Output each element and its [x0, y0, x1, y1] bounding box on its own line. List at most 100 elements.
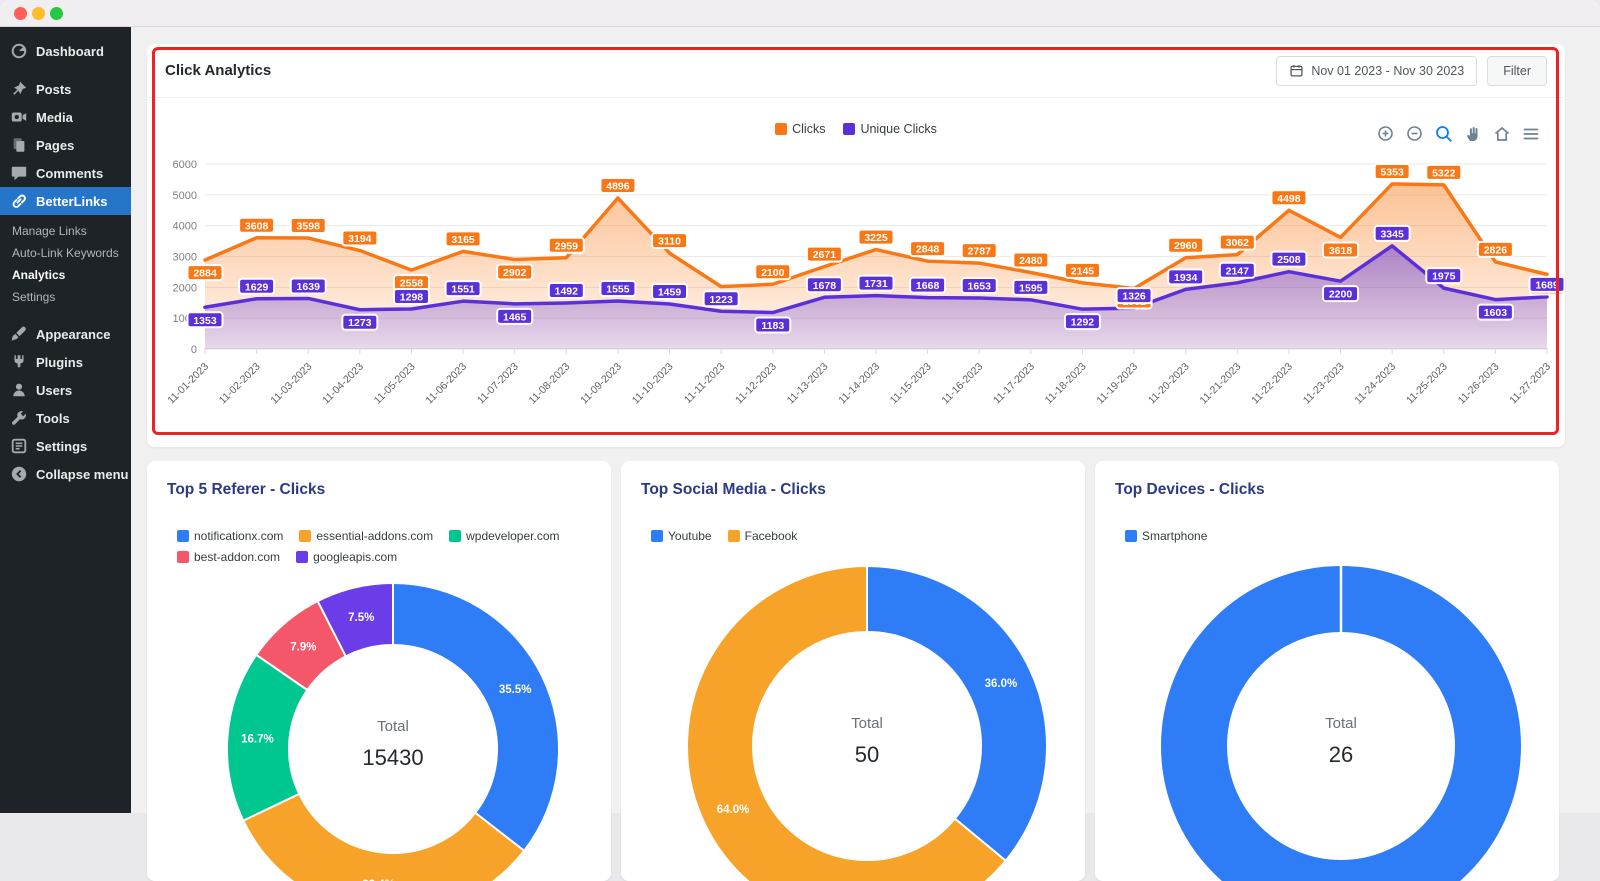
- svg-text:2145: 2145: [1071, 265, 1095, 277]
- sidebar-item-users[interactable]: Users: [0, 376, 131, 404]
- sidebar-subitem-manage-links[interactable]: Manage Links: [0, 220, 131, 242]
- close-button[interactable]: [14, 7, 27, 20]
- legend-marker: [843, 123, 855, 135]
- svg-text:11-05-2023: 11-05-2023: [372, 361, 418, 407]
- legend-item-smartphone[interactable]: Smartphone: [1125, 529, 1207, 543]
- svg-text:3598: 3598: [297, 221, 321, 233]
- brush-icon: [10, 325, 28, 343]
- sidebar-item-media[interactable]: Media: [0, 103, 131, 131]
- sidebar-item-label: Appearance: [36, 327, 110, 342]
- svg-text:1492: 1492: [555, 285, 579, 297]
- svg-text:11-12-2023: 11-12-2023: [733, 361, 779, 407]
- slice-percent-label: 64.0%: [717, 804, 750, 816]
- svg-text:1668: 1668: [916, 280, 940, 292]
- svg-text:1678: 1678: [813, 280, 837, 292]
- zoom-in-icon[interactable]: [1376, 124, 1396, 144]
- sidebar-item-label: Dashboard: [36, 44, 104, 59]
- svg-text:2147: 2147: [1226, 265, 1250, 277]
- sidebar-item-label: Collapse menu: [36, 467, 128, 482]
- svg-text:1326: 1326: [1122, 291, 1146, 303]
- sidebar-item-label: Pages: [36, 138, 74, 153]
- sidebar-subitem-auto-link-keywords[interactable]: Auto-Link Keywords: [0, 242, 131, 264]
- svg-text:2200: 2200: [1329, 289, 1353, 301]
- settings-icon: [10, 437, 28, 455]
- sidebar-item-settings[interactable]: Settings: [0, 432, 131, 460]
- sidebar-item-posts[interactable]: Posts: [0, 75, 131, 103]
- card-title: Top 5 Referer - Clicks: [167, 481, 591, 499]
- card-title: Top Social Media - Clicks: [641, 481, 1065, 499]
- wrench-icon: [10, 409, 28, 427]
- legend-item-facebook[interactable]: Facebook: [728, 529, 798, 543]
- donut-total-value: 50: [855, 742, 879, 767]
- svg-text:1298: 1298: [400, 291, 424, 303]
- legend-item-youtube[interactable]: Youtube: [651, 529, 712, 543]
- svg-text:4498: 4498: [1277, 193, 1301, 205]
- legend-marker: [728, 530, 740, 542]
- svg-text:1465: 1465: [503, 311, 527, 323]
- sidebar-item-betterlinks[interactable]: BetterLinks: [0, 187, 131, 215]
- sidebar-item-collapse[interactable]: Collapse menu: [0, 460, 131, 488]
- sidebar-item-plugins[interactable]: Plugins: [0, 348, 131, 376]
- sidebar-item-tools[interactable]: Tools: [0, 404, 131, 432]
- sidebar-item-appearance[interactable]: Appearance: [0, 320, 131, 348]
- svg-text:11-19-2023: 11-19-2023: [1094, 361, 1140, 407]
- minimize-button[interactable]: [32, 7, 45, 20]
- maximize-button[interactable]: [50, 7, 63, 20]
- date-range-picker[interactable]: Nov 01 2023 - Nov 30 2023: [1276, 56, 1477, 86]
- svg-text:11-13-2023: 11-13-2023: [785, 361, 831, 407]
- svg-text:11-22-2023: 11-22-2023: [1249, 361, 1295, 407]
- legend-item-notificationx-com[interactable]: notificationx.com: [177, 529, 283, 543]
- menu-icon[interactable]: [1521, 124, 1541, 144]
- donut-center-label: Total: [377, 718, 409, 735]
- svg-text:3194: 3194: [348, 233, 372, 245]
- svg-text:1639: 1639: [297, 281, 321, 293]
- sidebar-item-label: Posts: [36, 82, 71, 97]
- zoom-out-icon[interactable]: [1405, 124, 1425, 144]
- svg-text:11-07-2023: 11-07-2023: [475, 361, 521, 407]
- svg-text:1595: 1595: [1019, 282, 1043, 294]
- svg-text:11-06-2023: 11-06-2023: [423, 361, 469, 407]
- sidebar-item-pages[interactable]: Pages: [0, 131, 131, 159]
- sidebar-item-dashboard[interactable]: Dashboard: [0, 37, 131, 65]
- main-content: Click Analytics Nov 01 2023 - Nov 30 202…: [131, 27, 1600, 813]
- home-icon[interactable]: [1492, 124, 1512, 144]
- svg-text:1934: 1934: [1174, 272, 1198, 284]
- svg-text:2100: 2100: [761, 267, 785, 279]
- svg-text:3225: 3225: [864, 232, 888, 244]
- pan-icon[interactable]: [1463, 124, 1483, 144]
- svg-text:1603: 1603: [1484, 307, 1508, 319]
- svg-text:3000: 3000: [173, 252, 197, 264]
- donut-center-label: Total: [1325, 715, 1357, 732]
- selection-zoom-icon[interactable]: [1434, 124, 1454, 144]
- legend-marker: [449, 530, 461, 542]
- sidebar-subitem-settings[interactable]: Settings: [0, 286, 131, 308]
- sidebar-subitem-analytics[interactable]: Analytics: [0, 264, 131, 286]
- svg-text:11-26-2023: 11-26-2023: [1456, 361, 1502, 407]
- donut-total-value: 15430: [362, 745, 423, 770]
- svg-text:2960: 2960: [1174, 240, 1198, 252]
- titlebar: [0, 0, 1600, 27]
- donut-slice: [1194, 599, 1488, 881]
- date-range-label: Nov 01 2023 - Nov 30 2023: [1311, 64, 1464, 78]
- sidebar-item-comments[interactable]: Comments: [0, 159, 131, 187]
- svg-text:1653: 1653: [968, 281, 992, 293]
- slice-percent-label: 7.5%: [348, 612, 374, 624]
- svg-text:11-04-2023: 11-04-2023: [320, 361, 366, 407]
- svg-text:3618: 3618: [1329, 245, 1353, 257]
- svg-text:11-18-2023: 11-18-2023: [1043, 361, 1089, 407]
- legend-item-wpdeveloper-com[interactable]: wpdeveloper.com: [449, 529, 559, 543]
- pushpin-icon: [10, 80, 28, 98]
- svg-text:2959: 2959: [555, 240, 579, 252]
- legend-item-essential-addons-com[interactable]: essential-addons.com: [299, 529, 433, 543]
- collapse-icon: [10, 465, 28, 483]
- legend-item-unique-clicks[interactable]: Unique Clicks: [843, 122, 936, 136]
- sidebar-item-label: Comments: [36, 166, 103, 181]
- filter-button[interactable]: Filter: [1487, 56, 1547, 86]
- legend-item-clicks[interactable]: Clicks: [775, 122, 825, 136]
- legend-marker: [177, 530, 189, 542]
- svg-text:4000: 4000: [173, 221, 197, 233]
